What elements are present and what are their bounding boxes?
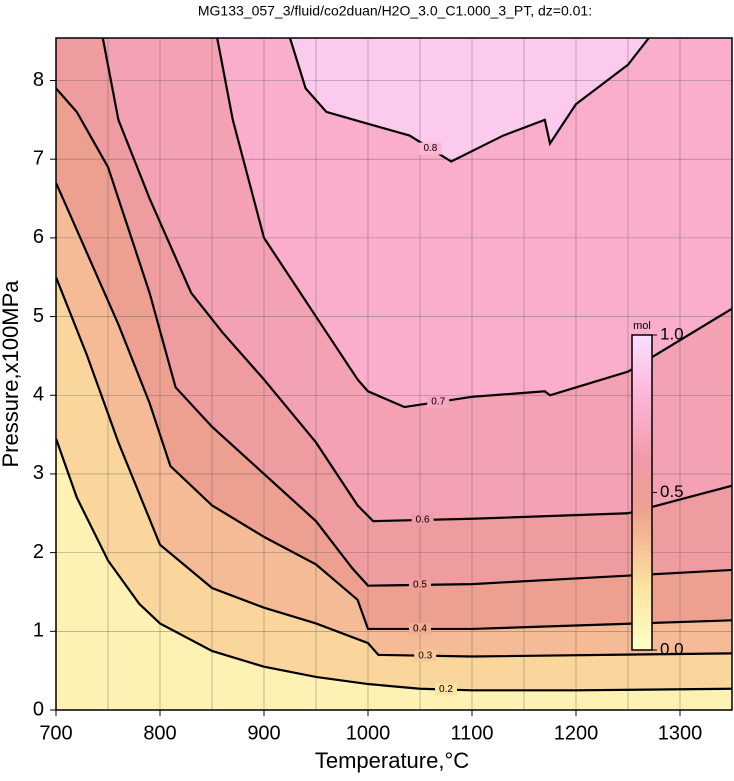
x-tick-label: 900 xyxy=(247,722,280,744)
contour-label-bg xyxy=(427,395,450,408)
contour-label-bg xyxy=(409,622,431,635)
contour-label: 0.8 xyxy=(423,143,437,154)
contour-label-bg xyxy=(409,578,431,591)
x-tick-label: 1300 xyxy=(658,722,703,744)
contour-label: 0.3 xyxy=(418,650,432,661)
colorbar-tick-label: 1.0 xyxy=(660,324,684,343)
x-tick-label: 1000 xyxy=(346,722,391,744)
contour-fill xyxy=(290,38,649,162)
y-tick-label: 8 xyxy=(33,69,44,91)
contour-line xyxy=(56,438,732,692)
contour-label-bg xyxy=(414,649,437,662)
contour-fill xyxy=(217,38,732,408)
contour-label-bg xyxy=(411,513,434,526)
y-axis-label: Pressure,x100MPa xyxy=(0,280,23,468)
x-axis-label: Temperature,°C xyxy=(315,748,469,773)
x-tick-label: 1200 xyxy=(554,722,599,744)
colorbar-tick-label: 0.0 xyxy=(660,639,684,658)
x-tick-label: 1100 xyxy=(450,722,493,744)
y-tick-label: 4 xyxy=(33,384,44,406)
chart-title: MG133_057_3/fluid/co2duan/H2O_3.0_C1.000… xyxy=(198,3,592,19)
y-tick-label: 0 xyxy=(33,698,44,720)
contour-line xyxy=(101,38,732,523)
contour-line xyxy=(288,38,650,163)
contour-line xyxy=(56,276,732,658)
plot-area: 0.2 0.3 0.4 0.5 0.6 0.7 0.8 xyxy=(56,38,732,710)
y-tick-label: 5 xyxy=(33,305,44,327)
contour-label: 0.4 xyxy=(413,624,427,635)
colorbar xyxy=(631,334,653,651)
contour-label: 0.7 xyxy=(431,397,445,408)
y-tick-label: 7 xyxy=(33,147,44,169)
contour-line xyxy=(56,182,732,631)
contour-label: 0.6 xyxy=(416,515,430,526)
contour-label: 0.2 xyxy=(439,684,453,695)
plot-frame xyxy=(55,37,733,711)
y-tick-label: 2 xyxy=(33,541,44,563)
x-tick-label: 700 xyxy=(39,722,72,744)
y-tick-label: 6 xyxy=(33,226,44,248)
contour-label: 0.5 xyxy=(413,580,427,591)
contour-label-bg xyxy=(435,683,457,696)
contour-label-bg xyxy=(419,142,442,155)
x-tick-label: 800 xyxy=(143,722,176,744)
contour-line xyxy=(56,87,732,587)
contour-line xyxy=(216,38,732,409)
y-tick-label: 3 xyxy=(33,462,44,484)
y-tick-label: 1 xyxy=(33,620,44,642)
colorbar-label: mol xyxy=(633,320,651,332)
colorbar-tick-label: 0.5 xyxy=(660,482,684,501)
